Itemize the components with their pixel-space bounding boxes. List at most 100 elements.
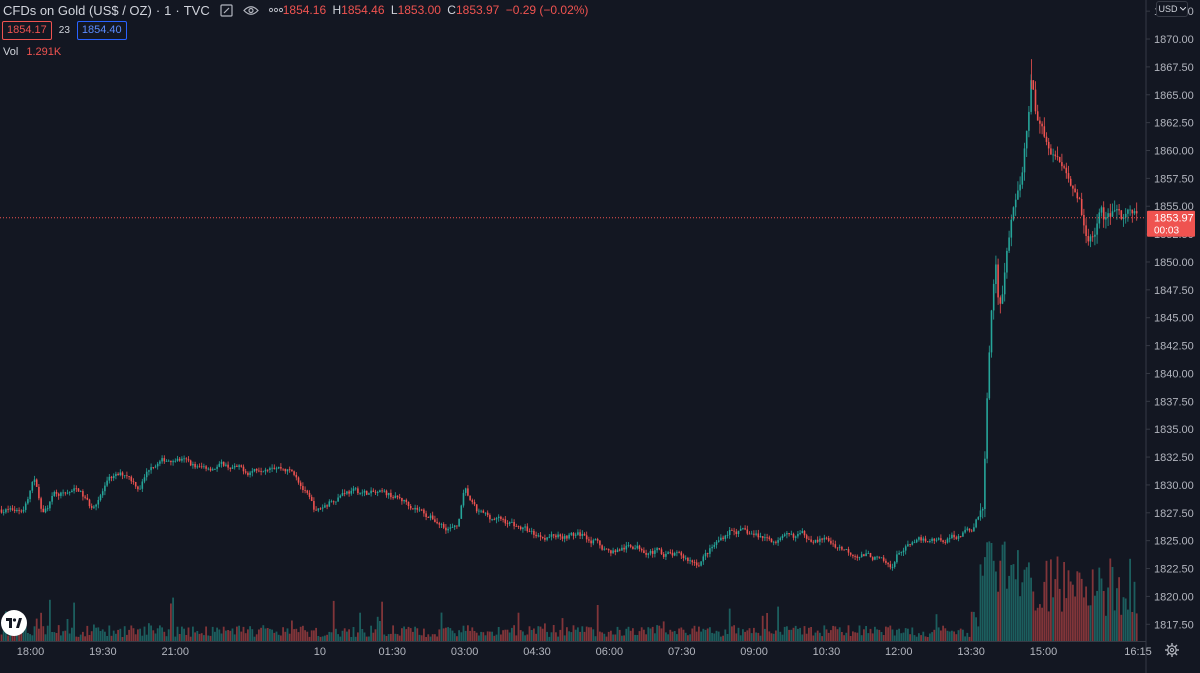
candle-body[interactable] xyxy=(1083,215,1085,226)
candle-body[interactable] xyxy=(112,475,115,479)
candle-body[interactable] xyxy=(1131,209,1134,214)
candle-body[interactable] xyxy=(229,467,232,469)
candle-body[interactable] xyxy=(1105,217,1107,220)
candle-body[interactable] xyxy=(176,458,179,461)
candle-body[interactable] xyxy=(156,463,159,467)
candle-body[interactable] xyxy=(7,509,9,510)
candle-body[interactable] xyxy=(918,537,920,540)
candle-body[interactable] xyxy=(856,556,859,558)
candle-body[interactable] xyxy=(1080,199,1083,215)
candle-body[interactable] xyxy=(489,515,491,520)
candle-body[interactable] xyxy=(574,534,577,536)
candle-body[interactable] xyxy=(200,466,203,468)
candle-body[interactable] xyxy=(326,505,328,507)
candle-body[interactable] xyxy=(225,464,227,466)
candle-body[interactable] xyxy=(71,490,73,493)
candle-body[interactable] xyxy=(350,490,353,494)
candle-body[interactable] xyxy=(1023,148,1026,173)
candle-body[interactable] xyxy=(139,488,141,490)
candle-body[interactable] xyxy=(288,469,291,471)
candle-body[interactable] xyxy=(401,498,403,502)
candle-body[interactable] xyxy=(315,509,317,511)
candle-body[interactable] xyxy=(11,508,14,510)
candle-body[interactable] xyxy=(75,488,78,490)
candle-body[interactable] xyxy=(49,501,51,509)
candle-body[interactable] xyxy=(517,526,520,527)
candle-body[interactable] xyxy=(876,556,878,558)
candle-body[interactable] xyxy=(959,536,962,537)
candle-body[interactable] xyxy=(178,458,181,461)
candle-body[interactable] xyxy=(658,548,661,550)
candle-body[interactable] xyxy=(519,526,522,530)
candle-body[interactable] xyxy=(361,492,364,494)
candle-body[interactable] xyxy=(251,471,254,473)
candle-body[interactable] xyxy=(24,503,27,510)
candle-body[interactable] xyxy=(706,553,709,554)
volume-label[interactable]: Vol xyxy=(3,46,19,58)
candle-body[interactable] xyxy=(319,508,322,510)
candle-body[interactable] xyxy=(596,539,599,541)
candle-body[interactable] xyxy=(1012,207,1015,220)
candle-body[interactable] xyxy=(739,528,742,531)
candle-body[interactable] xyxy=(887,562,889,565)
candle-body[interactable] xyxy=(555,535,557,538)
candle-body[interactable] xyxy=(902,550,905,553)
candle-body[interactable] xyxy=(1003,272,1006,295)
candle-body[interactable] xyxy=(1019,184,1021,191)
candle-body[interactable] xyxy=(84,496,86,498)
candle-body[interactable] xyxy=(907,544,909,547)
candle-body[interactable] xyxy=(731,530,733,531)
candle-body[interactable] xyxy=(786,533,788,535)
candle-body[interactable] xyxy=(790,533,793,535)
candle-body[interactable] xyxy=(227,464,229,468)
candle-body[interactable] xyxy=(979,510,982,518)
candle-body[interactable] xyxy=(1100,207,1103,213)
candle-body[interactable] xyxy=(130,476,133,482)
candle-body[interactable] xyxy=(709,548,711,554)
candle-body[interactable] xyxy=(1010,219,1013,238)
eye-icon[interactable] xyxy=(242,5,259,16)
candle-body[interactable] xyxy=(51,496,53,502)
candle-body[interactable] xyxy=(106,480,108,486)
candle-body[interactable] xyxy=(808,538,810,540)
candle-body[interactable] xyxy=(310,496,313,501)
candle-body[interactable] xyxy=(493,519,496,520)
candle-body[interactable] xyxy=(759,536,762,538)
candle-body[interactable] xyxy=(1094,234,1096,237)
candle-body[interactable] xyxy=(273,467,276,469)
candle-body[interactable] xyxy=(207,468,210,470)
candle-body[interactable] xyxy=(612,550,614,554)
candle-body[interactable] xyxy=(999,297,1002,304)
candle-body[interactable] xyxy=(231,467,234,469)
candle-body[interactable] xyxy=(464,488,467,493)
candle-body[interactable] xyxy=(233,465,236,468)
candle-body[interactable] xyxy=(275,468,278,470)
candle-body[interactable] xyxy=(249,472,251,476)
candle-body[interactable] xyxy=(946,538,949,543)
candle-body[interactable] xyxy=(948,537,951,539)
candle-body[interactable] xyxy=(236,465,238,467)
candle-body[interactable] xyxy=(541,537,544,538)
candle-body[interactable] xyxy=(486,512,489,516)
candle-body[interactable] xyxy=(526,526,529,532)
candle-body[interactable] xyxy=(860,554,863,557)
candle-body[interactable] xyxy=(640,549,643,551)
candle-body[interactable] xyxy=(407,501,410,506)
candle-body[interactable] xyxy=(306,490,309,493)
candle-body[interactable] xyxy=(55,492,58,494)
candle-body[interactable] xyxy=(442,524,445,528)
candle-body[interactable] xyxy=(533,530,535,535)
candle-body[interactable] xyxy=(1102,207,1105,220)
candle-body[interactable] xyxy=(898,553,900,555)
candle-body[interactable] xyxy=(346,491,348,494)
candle-body[interactable] xyxy=(209,468,212,471)
candle-body[interactable] xyxy=(603,548,606,550)
candle-body[interactable] xyxy=(165,461,168,462)
candle-body[interactable] xyxy=(788,533,790,535)
candle-body[interactable] xyxy=(561,536,564,539)
candle-body[interactable] xyxy=(398,497,401,499)
candle-body[interactable] xyxy=(889,564,892,568)
candle-body[interactable] xyxy=(852,554,854,557)
